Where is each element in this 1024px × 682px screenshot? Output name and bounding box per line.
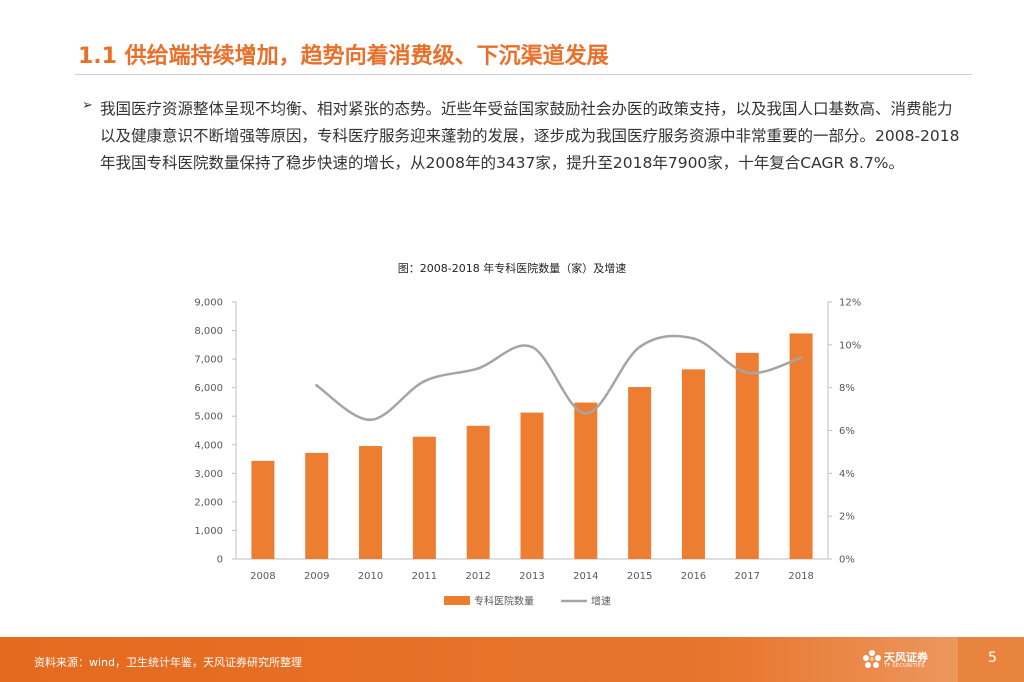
logo-subtext: TF SECURITIES	[884, 663, 925, 669]
bullet-text: 我国医疗资源整体呈现不均衡、相对紧张的态势。近些年受益国家鼓励社会办医的政策支持…	[100, 100, 960, 172]
footer-source: 资料来源：wind，卫生统计年鉴，天风证券研究所整理	[34, 656, 303, 669]
legend-line-label: 增速	[591, 595, 611, 608]
x-tick-label: 2014	[573, 571, 598, 582]
growth-point	[369, 418, 373, 422]
arrow-bullet-icon: ➢	[82, 98, 93, 113]
bar	[628, 387, 652, 559]
page-number: 5	[988, 650, 997, 666]
growth-point	[315, 384, 319, 388]
left-tick-label: 1,000	[194, 526, 223, 537]
footer-bar: 资料来源：wind，卫生统计年鉴，天风证券研究所整理 天风证券 TF SECUR…	[0, 637, 1024, 682]
left-tick-label: 0	[217, 555, 223, 566]
bar	[251, 460, 275, 559]
x-tick-label: 2010	[358, 571, 383, 582]
right-tick-label: 10%	[839, 340, 861, 351]
left-tick-label: 2,000	[194, 497, 223, 508]
bar	[735, 352, 759, 559]
company-logo: 天风证券 TF SECURITIES	[862, 647, 952, 673]
right-tick-label: 6%	[839, 426, 855, 437]
right-tick-label: 4%	[839, 469, 855, 480]
flower-logo-icon	[863, 650, 881, 668]
bar	[681, 369, 705, 559]
growth-point	[584, 411, 588, 415]
bar	[359, 446, 383, 559]
x-tick-label: 2008	[250, 571, 275, 582]
x-tick-label: 2009	[304, 571, 329, 582]
growth-point	[476, 366, 480, 370]
x-tick-label: 2016	[681, 571, 706, 582]
page-number-box: 5	[958, 637, 1024, 682]
bar	[789, 333, 813, 559]
left-tick-label: 6,000	[194, 383, 223, 394]
x-tick-label: 2017	[735, 571, 760, 582]
slide-title: 1.1 供给端持续增加，趋势向着消费级、下沉渠道发展	[78, 44, 609, 69]
left-tick-label: 8,000	[194, 326, 223, 337]
x-tick-label: 2012	[465, 571, 490, 582]
logo-text: 天风证券	[884, 651, 928, 664]
chart-title: 图：2008-2018 年专科医院数量（家）及增速	[397, 262, 627, 275]
left-tick-label: 5,000	[194, 412, 223, 423]
bar	[412, 436, 436, 559]
growth-point	[745, 371, 749, 375]
legend-bar-label: 专科医院数量	[474, 595, 534, 608]
growth-point	[799, 356, 803, 360]
x-tick-label: 2013	[519, 571, 544, 582]
bar	[574, 402, 598, 559]
left-tick-label: 3,000	[194, 469, 223, 480]
growth-point	[422, 379, 426, 383]
left-tick-label: 4,000	[194, 440, 223, 451]
bar	[520, 412, 544, 559]
growth-point	[691, 336, 695, 340]
growth-line	[316, 334, 802, 422]
x-tick-label: 2018	[788, 571, 813, 582]
title-divider	[75, 74, 972, 75]
left-tick-label: 7,000	[194, 355, 223, 366]
x-tick-label: 2011	[412, 571, 437, 582]
bar	[466, 425, 490, 559]
right-tick-label: 12%	[839, 298, 861, 309]
growth-point	[638, 345, 642, 349]
x-tick-label: 2015	[627, 571, 652, 582]
bullet-paragraph: ➢ 我国医疗资源整体呈现不均衡、相对紧张的态势。近些年受益国家鼓励社会办医的政策…	[82, 96, 962, 177]
right-tick-label: 8%	[839, 383, 855, 394]
left-tick-label: 9,000	[194, 298, 223, 309]
right-tick-label: 2%	[839, 512, 855, 523]
growth-point	[530, 345, 534, 349]
combo-chart: 0 1,000 2,000 3,000 4,000 5,000 6,000 7,000 8,00…	[194, 298, 861, 608]
right-tick-label: 0%	[839, 555, 855, 566]
bar	[305, 452, 329, 559]
legend-bar-swatch	[444, 596, 470, 605]
